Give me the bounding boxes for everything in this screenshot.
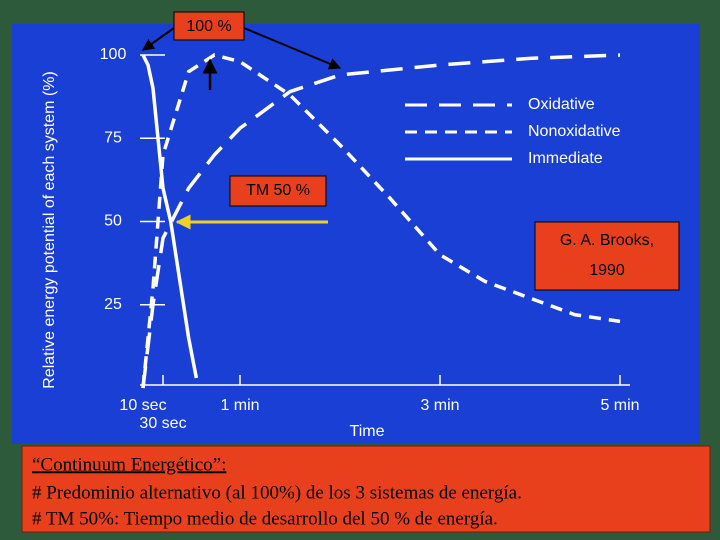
y-tick-label: 50 bbox=[104, 213, 122, 230]
arrow bbox=[243, 27, 342, 70]
text-box-line: # TM 50%: Tiempo medio de desarrollo del… bbox=[32, 508, 498, 529]
x-tick-label: 5 min bbox=[600, 397, 639, 414]
annotation-box bbox=[229, 175, 327, 207]
arrow bbox=[142, 27, 175, 51]
x-tick-label: 30 sec bbox=[139, 415, 186, 432]
x-tick-label: 1 min bbox=[220, 397, 259, 414]
y-axis-label: Relative energy potential of each system… bbox=[41, 71, 58, 388]
y-tick-label: 25 bbox=[104, 296, 122, 313]
text-box-line: # Predominio alternativo (al 100%) de lo… bbox=[32, 482, 522, 503]
text-box bbox=[21, 445, 711, 533]
series-line bbox=[141, 53, 621, 389]
legend-label: Nonoxidative bbox=[528, 123, 621, 140]
series-line bbox=[141, 54, 199, 379]
annotation: TM 50 % bbox=[246, 182, 310, 199]
annotation-box bbox=[173, 11, 245, 41]
x-axis-label: Time bbox=[350, 423, 385, 440]
series-line bbox=[141, 53, 621, 389]
text-box-title: “Continuum Energético”: bbox=[32, 454, 226, 475]
x-tick-label: 3 min bbox=[420, 397, 459, 414]
y-tick-label: 100 bbox=[100, 46, 127, 63]
legend-label: Immediate bbox=[528, 150, 603, 167]
annotation: G. A. Brooks, bbox=[560, 232, 654, 249]
y-tick-label: 75 bbox=[104, 129, 122, 146]
legend-label: Oxidative bbox=[528, 96, 595, 113]
annotation: 100 % bbox=[186, 18, 231, 35]
annotation-box bbox=[534, 221, 680, 291]
annotation: 1990 bbox=[589, 262, 625, 279]
x-tick-label: 10 sec bbox=[119, 397, 166, 414]
